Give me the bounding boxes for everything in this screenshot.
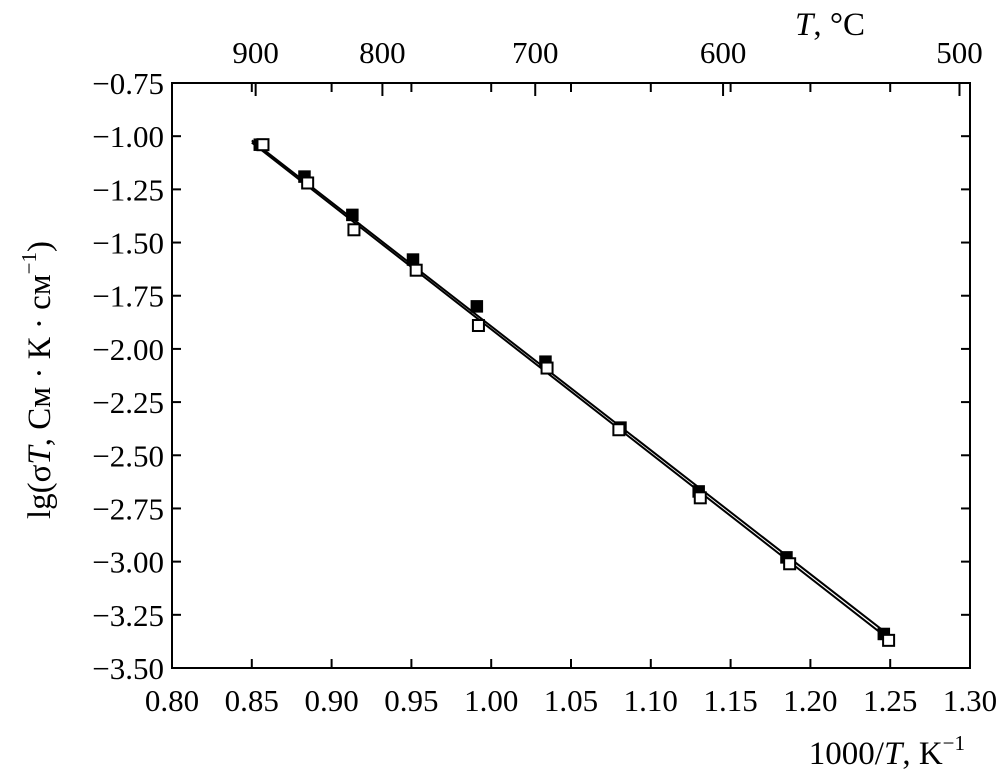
x-tick-label: 1.05	[544, 683, 598, 718]
y-tick-label: −1.75	[92, 279, 164, 314]
x-tick-label: 0.80	[145, 683, 199, 718]
y-tick-label: −2.00	[92, 332, 164, 367]
open-square-point	[612, 423, 626, 437]
open-square-point	[783, 557, 797, 571]
y-tick-label: −3.50	[92, 651, 164, 686]
x2-tick-label: 900	[232, 35, 279, 70]
x-axis-title: 1000/T, K−1	[809, 731, 965, 772]
open-square-point	[471, 319, 485, 333]
y-tick-label: −2.50	[92, 438, 164, 473]
filled-square-point	[346, 208, 359, 222]
x2-tick-label: 700	[512, 35, 559, 70]
x-tick-label: 1.10	[624, 683, 678, 718]
open-square-point	[882, 633, 896, 647]
x2-axis-title: T, °C	[795, 7, 865, 43]
filled-square-point	[406, 253, 420, 266]
x-tick-label: 0.85	[225, 683, 279, 718]
x-tick-label: 1.25	[863, 683, 917, 718]
y-tick-label: −1.50	[92, 226, 164, 261]
open-square-point	[347, 223, 361, 237]
y-tick-label: −1.25	[92, 172, 164, 207]
y-tick-label: −2.75	[92, 491, 164, 526]
x-tick-label: 1.00	[464, 683, 518, 718]
x2-tick-label: 600	[700, 35, 747, 70]
open-square-point	[540, 361, 554, 375]
y-tick-label: −0.75	[92, 66, 164, 101]
plot-area: 0.80 0.85 0.90 0.95 1.00 1.05 1.10 1.15 1.20 1.25…	[92, 35, 997, 718]
open-square-point	[693, 491, 707, 505]
y-tick-label: −2.25	[92, 385, 164, 420]
open-square-point	[409, 263, 423, 277]
x2-tick-label: 500	[936, 35, 983, 70]
x-tick-label: 1.15	[703, 683, 757, 718]
y-tick-label: −1.00	[92, 119, 164, 154]
y-axis-title: lg(σT, См · К · см−1)	[17, 241, 58, 519]
x2-tick-label: 800	[359, 35, 406, 70]
open-square-point	[301, 176, 315, 190]
filled-square-point	[470, 300, 484, 313]
x-tick-label: 0.95	[384, 683, 438, 718]
x-tick-label: 1.30	[943, 683, 997, 718]
open-square-point	[256, 138, 270, 152]
y-tick-label: −3.25	[92, 598, 164, 633]
x-tick-label: 0.90	[304, 683, 358, 718]
y-tick-label: −3.00	[92, 545, 164, 580]
x-tick-label: 1.20	[783, 683, 837, 718]
